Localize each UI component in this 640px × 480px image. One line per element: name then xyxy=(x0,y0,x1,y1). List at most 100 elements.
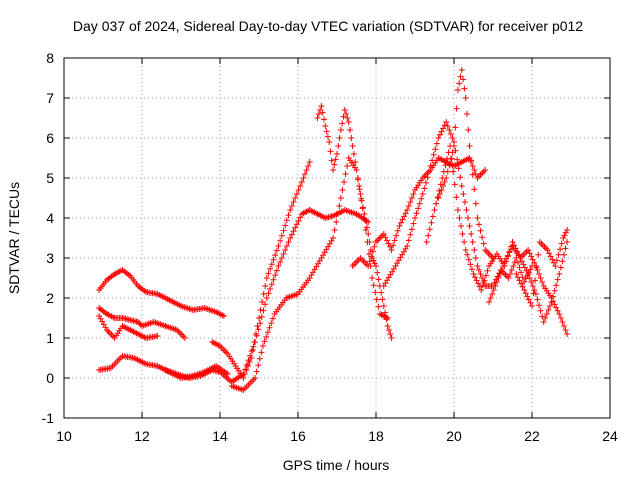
data-point xyxy=(556,271,563,277)
data-point xyxy=(397,219,404,226)
data-point xyxy=(471,186,478,193)
data-point xyxy=(460,76,467,83)
data-point xyxy=(427,163,434,169)
data-point xyxy=(460,191,467,197)
data-point xyxy=(365,231,372,237)
data-point xyxy=(531,259,538,266)
data-point xyxy=(383,316,390,323)
data-point xyxy=(545,307,552,313)
data-point xyxy=(542,315,549,321)
data-point xyxy=(334,151,340,157)
data-point xyxy=(278,232,285,239)
data-point xyxy=(461,199,468,205)
x-tick-label: 24 xyxy=(602,428,618,444)
data-point xyxy=(260,307,267,314)
x-tick-label: 16 xyxy=(290,428,306,444)
data-point xyxy=(293,221,300,228)
data-point xyxy=(257,307,264,313)
data-point xyxy=(342,171,349,177)
data-point xyxy=(326,139,333,145)
data-point xyxy=(458,67,465,73)
data-point xyxy=(362,217,369,224)
data-point xyxy=(407,231,414,238)
data-point xyxy=(252,375,259,381)
data-point xyxy=(243,361,250,368)
data-point xyxy=(535,251,542,258)
data-point xyxy=(302,171,309,177)
data-point xyxy=(344,115,351,121)
data-point xyxy=(457,73,464,80)
data-point xyxy=(418,195,425,202)
data-point xyxy=(507,246,514,253)
data-point xyxy=(269,315,276,322)
data-point xyxy=(539,279,546,285)
data-point xyxy=(135,319,142,325)
data-point xyxy=(387,331,394,337)
data-point xyxy=(391,237,398,244)
y-tick-label: 8 xyxy=(46,50,54,66)
data-point xyxy=(532,277,539,284)
data-point xyxy=(343,111,350,117)
data-point xyxy=(547,253,554,260)
data-point xyxy=(540,319,547,325)
data-point xyxy=(468,157,475,164)
data-point xyxy=(345,119,352,125)
data-point xyxy=(348,135,355,141)
data-point xyxy=(380,303,387,309)
data-point xyxy=(553,282,560,289)
data-point xyxy=(404,207,411,213)
data-point xyxy=(241,371,248,377)
data-point xyxy=(469,239,476,245)
data-point xyxy=(328,157,335,164)
data-point xyxy=(518,269,525,276)
data-point xyxy=(531,287,538,293)
data-point xyxy=(382,309,389,316)
data-point xyxy=(287,207,294,213)
data-point xyxy=(287,235,294,241)
data-point xyxy=(410,220,417,227)
data-point xyxy=(452,124,459,131)
data-point xyxy=(282,247,289,253)
data-point xyxy=(543,311,550,317)
data-point xyxy=(259,299,266,305)
data-point xyxy=(396,223,403,229)
data-point xyxy=(438,128,445,135)
data-point xyxy=(248,355,255,361)
data-point xyxy=(332,156,339,163)
data-point xyxy=(334,211,341,217)
data-point xyxy=(251,339,258,345)
data-point xyxy=(416,200,423,207)
data-series xyxy=(96,67,571,393)
data-point xyxy=(419,191,426,197)
data-point xyxy=(463,207,470,213)
data-point xyxy=(527,266,534,273)
data-point xyxy=(440,168,447,175)
data-point xyxy=(487,295,494,301)
x-tick-label: 14 xyxy=(212,428,228,444)
data-point xyxy=(314,115,321,121)
data-point xyxy=(441,122,448,129)
data-point xyxy=(440,125,447,132)
data-point xyxy=(331,161,338,168)
data-point xyxy=(99,318,106,325)
data-point xyxy=(380,231,387,237)
x-tick-label: 10 xyxy=(56,428,72,444)
data-point xyxy=(388,335,395,341)
data-point xyxy=(514,259,521,266)
data-point xyxy=(402,210,409,217)
data-point xyxy=(429,213,436,220)
data-point xyxy=(551,287,558,294)
data-point xyxy=(558,240,565,247)
data-point xyxy=(384,323,391,329)
data-point xyxy=(467,261,474,268)
data-point xyxy=(410,191,417,197)
data-point xyxy=(536,302,543,309)
data-point xyxy=(454,156,461,163)
data-point xyxy=(255,326,262,333)
data-point xyxy=(527,299,534,306)
data-point xyxy=(273,267,280,274)
data-point xyxy=(462,95,469,101)
data-point xyxy=(453,194,460,201)
data-point xyxy=(528,253,535,260)
data-point xyxy=(504,252,511,259)
